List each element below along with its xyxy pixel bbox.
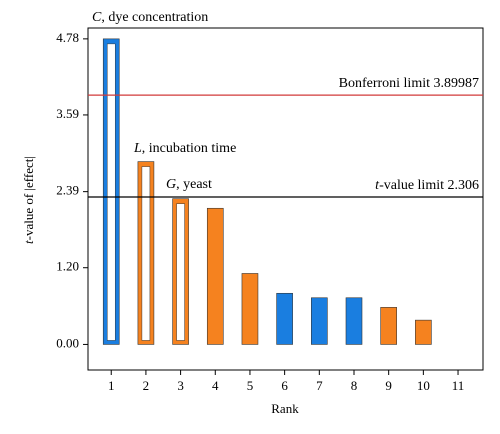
x-tick-label: 8: [351, 378, 358, 393]
bar-annotation: C, dye concentration: [92, 10, 208, 25]
bar: [415, 319, 432, 345]
y-axis-label-symbol: t: [21, 240, 36, 244]
bar: [206, 207, 224, 345]
x-tick-label: 6: [281, 378, 288, 393]
y-tick-label: 4.78: [56, 30, 79, 45]
x-tick-label: 3: [177, 378, 184, 393]
bar-hollow: [141, 166, 151, 341]
y-tick-label: 1.20: [56, 259, 79, 274]
bar-annotation: L, incubation time: [133, 141, 236, 156]
x-tick-label: 11: [452, 378, 465, 393]
y-axis-label: t-value of |effect|: [21, 156, 36, 244]
y-tick-label: 0.00: [56, 335, 79, 350]
reference-label: t-value limit 2.306: [375, 178, 479, 193]
bar-annotation-text: , yeast: [176, 177, 212, 192]
x-tick-label: 10: [417, 378, 430, 393]
reference-label: Bonferroni limit 3.89987: [339, 76, 479, 91]
plot-frame: [87, 27, 484, 371]
reference-label-text: -value limit 2.306: [379, 178, 479, 193]
bar: [241, 273, 259, 345]
x-tick-label: 9: [385, 378, 392, 393]
y-tick-label: 2.39: [56, 183, 79, 198]
y-axis-label-text: -value of |effect|: [21, 156, 36, 240]
bar-annotation-symbol: C: [92, 10, 102, 25]
reference-label-symbol: t: [375, 178, 380, 193]
x-tick-label: 2: [143, 378, 150, 393]
bar-annotation-text: , incubation time: [142, 141, 236, 156]
y-tick-label: 3.59: [56, 106, 79, 121]
bar-annotation: G, yeast: [166, 177, 212, 192]
x-tick-label: 1: [108, 378, 115, 393]
x-tick-label: 7: [316, 378, 323, 393]
bar-hollow: [106, 43, 116, 341]
bar-annotation-symbol: G: [166, 177, 176, 192]
bar: [380, 307, 397, 345]
bar: [276, 292, 293, 345]
x-axis-label: Rank: [271, 401, 299, 416]
reference-label-text: Bonferroni limit 3.89987: [339, 76, 479, 91]
x-tick-label: 4: [212, 378, 219, 393]
bar-annotation-symbol: L: [133, 141, 142, 156]
bar-hollow: [176, 203, 185, 341]
bar: [345, 297, 363, 345]
x-tick-label: 5: [247, 378, 254, 393]
bar-annotation-text: , dye concentration: [101, 10, 208, 25]
bar: [311, 297, 328, 345]
